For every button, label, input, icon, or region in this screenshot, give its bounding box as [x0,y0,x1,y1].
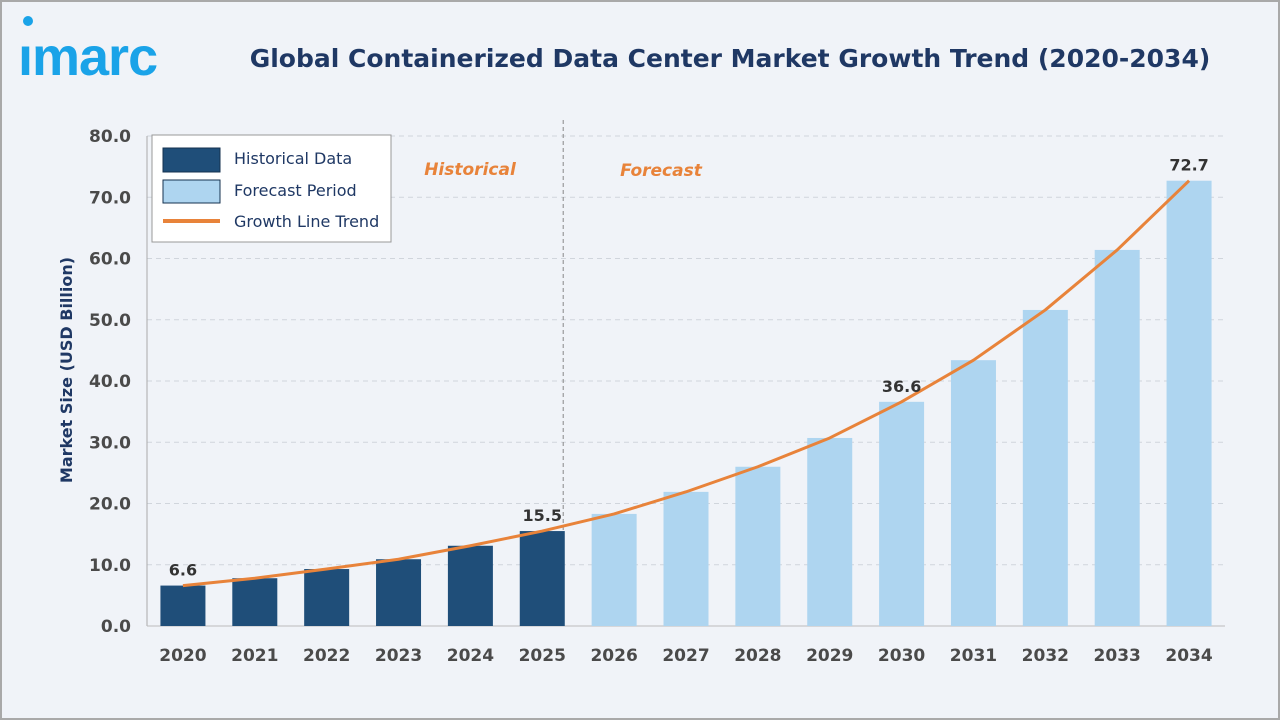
x-tick-label: 2031 [950,646,997,666]
bar-2032 [1022,309,1068,626]
y-tick-label: 10.0 [89,556,131,576]
legend-swatch-historical [162,147,221,173]
x-tick-label: 2020 [159,646,206,666]
historical-region-label: Historical [424,160,517,180]
x-tick-label: 2033 [1094,646,1141,666]
y-tick-label: 60.0 [89,250,131,270]
y-tick-label: 70.0 [89,188,131,208]
x-tick-label: 2026 [590,646,637,666]
legend-label-trend: Growth Line Trend [234,212,379,231]
y-tick-label: 50.0 [89,311,131,331]
logo-text: ımarc [18,27,157,87]
bar-2026 [591,513,637,626]
data-label: 6.6 [169,561,197,580]
data-label: 36.6 [882,377,921,396]
x-tick-label: 2021 [231,646,278,666]
x-tick-label: 2029 [806,646,853,666]
bar-2029 [807,437,853,626]
growth-trend-line [182,179,1191,588]
legend-label-historical: Historical Data [234,149,352,168]
data-label: 15.5 [523,506,562,525]
y-tick-label: 20.0 [89,495,131,515]
x-tick-label: 2034 [1165,646,1212,666]
y-tick-label: 0.0 [101,617,131,637]
bar-2020 [160,585,206,626]
legend-label-forecast: Forecast Period [234,181,357,200]
bar-2023 [376,559,422,626]
logo: ımarc [18,16,158,87]
y-tick-label: 30.0 [89,433,131,453]
x-tick-label: 2023 [375,646,422,666]
y-axis-label: Market Size (USD Billion) [57,257,76,483]
bar-2022 [304,569,350,626]
bar-2033 [1094,249,1140,627]
forecast-region-label: Forecast [620,161,703,181]
x-tick-label: 2028 [734,646,781,666]
x-tick-label: 2027 [662,646,709,666]
bar-2030 [879,401,925,626]
bar-2028 [735,466,781,626]
chart-title: Global Containerized Data Center Market … [250,44,1211,73]
x-tick-label: 2025 [519,646,566,666]
y-tick-label: 40.0 [89,372,131,392]
bar-2031 [950,360,996,626]
legend: Historical Data Forecast Period Growth L… [151,134,392,243]
x-tick-label: 2032 [1022,646,1069,666]
data-label: 72.7 [1169,156,1208,175]
bar-2024 [447,545,493,626]
bar-2021 [232,578,278,626]
bar-2025 [519,531,565,626]
x-tick-label: 2024 [447,646,494,666]
x-tick-label: 2022 [303,646,350,666]
y-tick-label: 80.0 [89,127,131,147]
legend-swatch-forecast [162,179,221,204]
bar-2034 [1166,180,1212,626]
bar-2027 [663,491,709,626]
logo-dot [23,16,33,26]
x-tick-label: 2030 [878,646,925,666]
